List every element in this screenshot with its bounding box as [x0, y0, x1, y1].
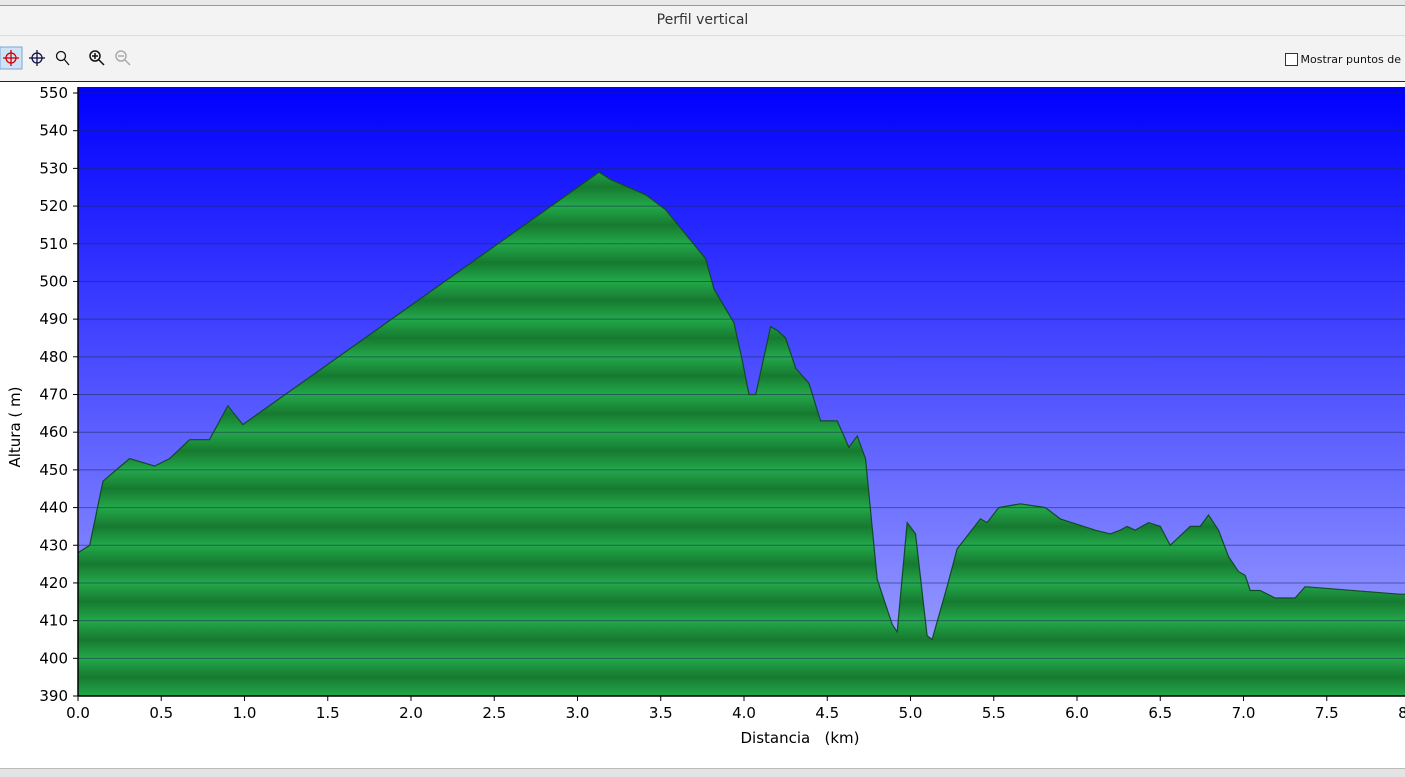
y-axis-label: Altura ( m): [6, 386, 24, 467]
tool-zoom-in[interactable]: [89, 50, 105, 66]
y-tick-label: 450: [39, 461, 68, 479]
tool-crosshair[interactable]: [29, 50, 45, 66]
y-tick-label: 500: [39, 272, 68, 290]
x-tick-label: 4.0: [732, 704, 756, 722]
y-tick-label: 520: [39, 197, 68, 215]
y-tick-label: 440: [39, 499, 68, 517]
y-tick-label: 430: [39, 536, 68, 554]
tab-strip: [0, 0, 1405, 6]
checkbox-label: Mostrar puntos de: [1300, 53, 1402, 66]
x-axis-label: Distancia (km): [740, 729, 859, 747]
x-tick-label: 3.0: [566, 704, 590, 722]
y-tick-label: 420: [39, 574, 68, 592]
y-tick-label: 460: [39, 423, 68, 441]
tool-crosshair-red[interactable]: [3, 50, 19, 66]
x-tick-label: 6.0: [1065, 704, 1089, 722]
checkbox-box[interactable]: [1284, 53, 1298, 66]
tool-icons: [0, 46, 131, 70]
y-tick-label: 410: [39, 612, 68, 630]
chart: Altura ( m) Distancia (km) 390 400 410 420 4…: [6, 84, 1405, 747]
y-tick-label: 490: [39, 310, 68, 328]
x-tick-label: 2.5: [482, 704, 506, 722]
status-bar: [0, 768, 1405, 777]
y-tick-label: 470: [39, 386, 68, 404]
y-tick-label: 540: [39, 122, 68, 140]
x-tick-label: 1.5: [316, 704, 340, 722]
y-tick-label: 550: [39, 84, 68, 102]
x-tick-label: 6.5: [1148, 704, 1172, 722]
x-tick-label: 0.0: [66, 704, 90, 722]
x-tick-label: 7.5: [1315, 704, 1339, 722]
x-tick-label: 4.5: [815, 704, 839, 722]
x-tick-label: 2.0: [399, 704, 423, 722]
x-tick-label: 0.5: [149, 704, 173, 722]
y-tick-label: 480: [39, 348, 68, 366]
elevation-outline: [77, 171, 1405, 641]
x-tick-label: 3.5: [649, 704, 673, 722]
toolbar: Mostrar puntos de: [0, 36, 1405, 82]
tool-zoom-out[interactable]: [115, 50, 131, 66]
elevation-area: [78, 172, 1405, 697]
x-tick-label: 8.0: [1398, 704, 1405, 722]
panel-title: Perfil vertical: [0, 6, 1405, 36]
y-tick-label: 510: [39, 235, 68, 253]
x-tick-label: 1.0: [233, 704, 257, 722]
y-tick-label: 400: [39, 649, 68, 667]
x-tick-label: 7.0: [1232, 704, 1256, 722]
checkbox[interactable]: Mostrar puntos de: [1284, 53, 1402, 66]
x-tick-label: 5.5: [982, 704, 1006, 722]
tool-zoom-box[interactable]: [55, 50, 70, 66]
y-tick-label: 530: [39, 159, 68, 177]
y-tick-label: 390: [39, 687, 68, 705]
x-tick-label: 5.0: [899, 704, 923, 722]
